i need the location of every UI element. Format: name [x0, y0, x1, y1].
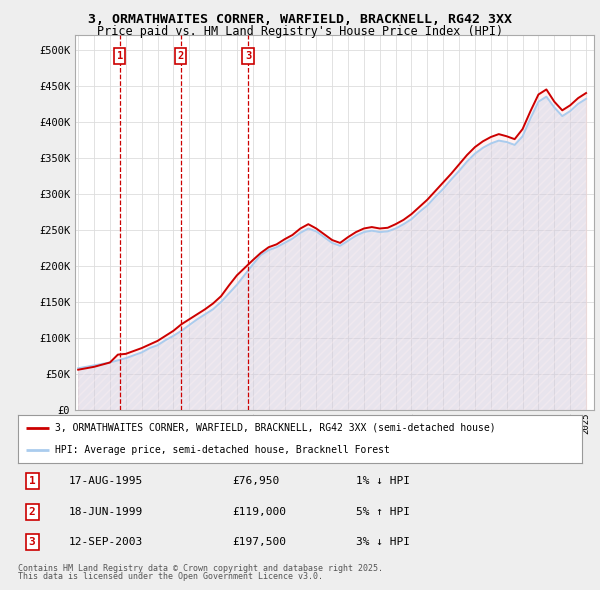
Text: 2: 2 [178, 51, 184, 61]
Text: 5% ↑ HPI: 5% ↑ HPI [356, 507, 410, 517]
Text: 3: 3 [245, 51, 251, 61]
Text: £76,950: £76,950 [232, 476, 280, 486]
Text: 3% ↓ HPI: 3% ↓ HPI [356, 537, 410, 548]
Text: HPI: Average price, semi-detached house, Bracknell Forest: HPI: Average price, semi-detached house,… [55, 445, 389, 455]
Text: 2: 2 [29, 507, 35, 517]
Text: 17-AUG-1995: 17-AUG-1995 [69, 476, 143, 486]
Text: £119,000: £119,000 [232, 507, 286, 517]
Text: 1: 1 [116, 51, 123, 61]
Text: 3, ORMATHWAITES CORNER, WARFIELD, BRACKNELL, RG42 3XX: 3, ORMATHWAITES CORNER, WARFIELD, BRACKN… [88, 13, 512, 26]
Text: This data is licensed under the Open Government Licence v3.0.: This data is licensed under the Open Gov… [18, 572, 323, 581]
Text: £197,500: £197,500 [232, 537, 286, 548]
Text: 1% ↓ HPI: 1% ↓ HPI [356, 476, 410, 486]
Text: Contains HM Land Registry data © Crown copyright and database right 2025.: Contains HM Land Registry data © Crown c… [18, 563, 383, 572]
Text: 3: 3 [29, 537, 35, 548]
Text: 18-JUN-1999: 18-JUN-1999 [69, 507, 143, 517]
Text: Price paid vs. HM Land Registry's House Price Index (HPI): Price paid vs. HM Land Registry's House … [97, 25, 503, 38]
Text: 1: 1 [29, 476, 35, 486]
Text: 3, ORMATHWAITES CORNER, WARFIELD, BRACKNELL, RG42 3XX (semi-detached house): 3, ORMATHWAITES CORNER, WARFIELD, BRACKN… [55, 423, 495, 433]
Text: 12-SEP-2003: 12-SEP-2003 [69, 537, 143, 548]
